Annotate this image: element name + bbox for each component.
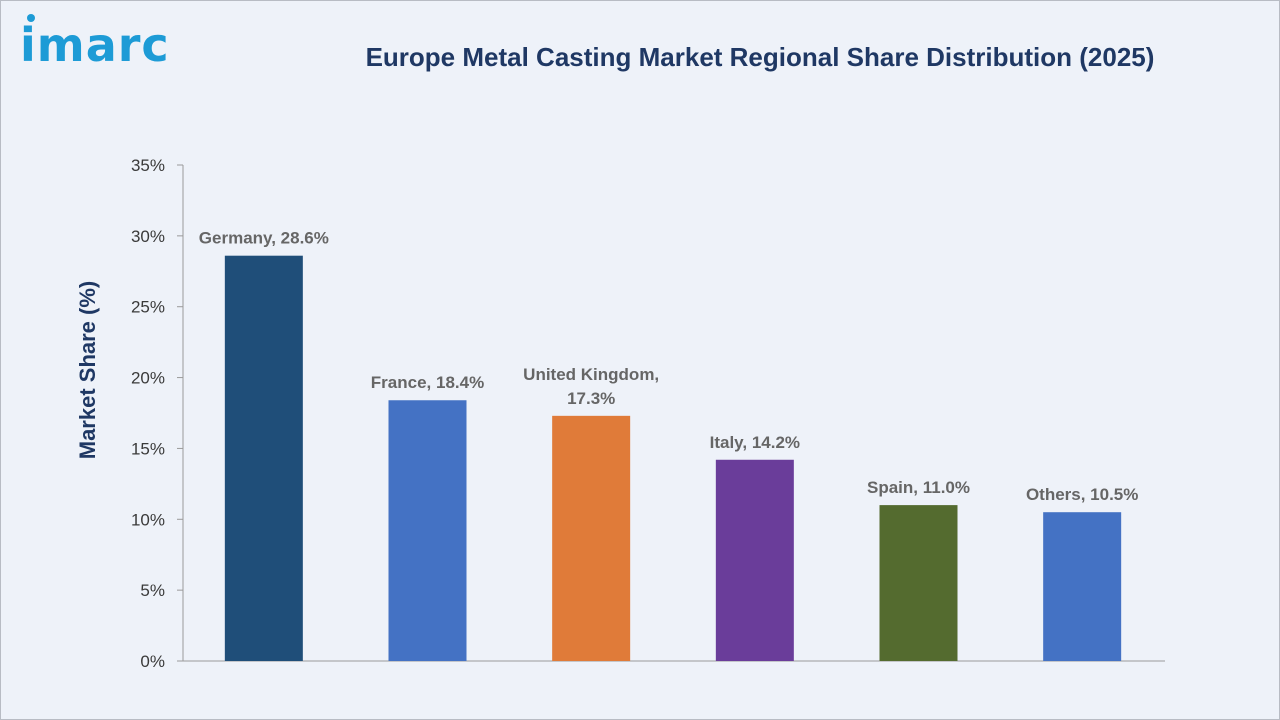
data-label: 17.3% (567, 389, 615, 408)
bar-germany (224, 255, 303, 661)
bar-italy (715, 459, 794, 661)
bar-united-kingdom (552, 415, 631, 661)
y-tick-label: 20% (131, 369, 165, 388)
y-tick-label: 25% (131, 298, 165, 317)
y-tick-label: 5% (140, 581, 165, 600)
logo-dot (27, 14, 35, 22)
y-tick-label: 30% (131, 227, 165, 246)
y-tick-label: 0% (140, 652, 165, 671)
data-label: Italy, 14.2% (710, 433, 800, 452)
bar-france (388, 400, 467, 661)
data-label: Spain, 11.0% (867, 478, 970, 497)
imarc-logo: imarc (20, 18, 170, 72)
bar-spain (879, 505, 958, 661)
data-label: Germany, 28.6% (199, 229, 329, 248)
y-tick-label: 15% (131, 439, 165, 458)
chart-title: Europe Metal Casting Market Regional Sha… (365, 42, 1155, 72)
data-label: France, 18.4% (371, 373, 484, 392)
data-label: United Kingdom, (523, 365, 659, 384)
data-label: Others, 10.5% (1026, 485, 1138, 504)
y-tick-label: 10% (131, 510, 165, 529)
bar-others (1043, 512, 1122, 661)
y-tick-label: 35% (131, 156, 165, 175)
